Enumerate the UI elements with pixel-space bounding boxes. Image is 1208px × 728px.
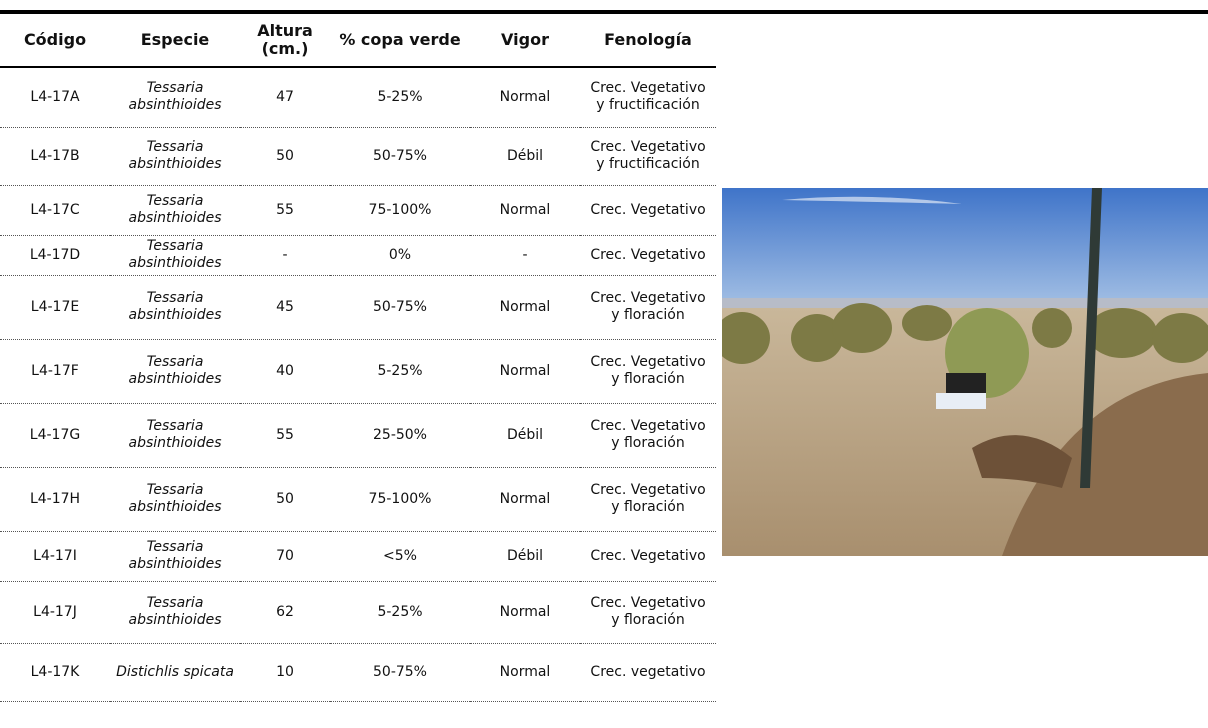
table-cell: Normal [470, 275, 580, 339]
table-cell: L4-17K [0, 643, 110, 701]
table-cell: L4-17A [0, 67, 110, 127]
table-cell: 25-50% [330, 403, 470, 467]
table-cell: L4-17G [0, 403, 110, 467]
table-cell: Crec. Vegetativo y floración [580, 339, 716, 403]
column-header: Código [0, 14, 110, 67]
table-cell: 50-75% [330, 127, 470, 185]
table-cell: L4-17B [0, 127, 110, 185]
table-cell: Crec. Vegetativo y floración [580, 467, 716, 531]
table-cell: 70 [240, 531, 330, 581]
table-cell: 0% [330, 235, 470, 275]
table-cell: L4-17J [0, 581, 110, 643]
column-header: Especie [110, 14, 240, 67]
table-cell: Crec. vegetativo [580, 643, 716, 701]
table-cell: Tessaria absinthioides [110, 531, 240, 581]
table-cell: - [470, 235, 580, 275]
table-cell: Crec. Vegetativo y floración [580, 275, 716, 339]
table-cell: 47 [240, 67, 330, 127]
table-cell: Tessaria absinthioides [110, 275, 240, 339]
table-cell: Tessaria absinthioides [110, 127, 240, 185]
table-cell: L4-17H [0, 467, 110, 531]
table-cell: Normal [470, 581, 580, 643]
table-cell: Distichlis spicata [110, 643, 240, 701]
table-cell: 50-75% [330, 275, 470, 339]
table-cell: - [240, 235, 330, 275]
column-header: Fenología [580, 14, 716, 67]
table-cell: Normal [470, 643, 580, 701]
table-cell: 50-75% [330, 643, 470, 701]
table-cell: 55 [240, 185, 330, 235]
table-cell: 62 [240, 581, 330, 643]
table-cell: Débil [470, 127, 580, 185]
table-cell: 5-25% [330, 67, 470, 127]
table-cell: Normal [470, 185, 580, 235]
photo [722, 188, 1208, 556]
table-cell: L4-17C [0, 185, 110, 235]
table-cell: Tessaria absinthioides [110, 403, 240, 467]
column-header: % copa verde [330, 14, 470, 67]
table-cell: 40 [240, 339, 330, 403]
table-cell: Tessaria absinthioides [110, 235, 240, 275]
table-cell: L4-17E [0, 275, 110, 339]
table-cell: 5-25% [330, 339, 470, 403]
table-cell: Crec. Vegetativo [580, 235, 716, 275]
table-cell: Tessaria absinthioides [110, 67, 240, 127]
page: {"table": { "header": ["Código", "Especi… [0, 0, 1208, 728]
table-cell: 75-100% [330, 185, 470, 235]
table-cell: Tessaria absinthioides [110, 339, 240, 403]
table-cell: L4-17F [0, 339, 110, 403]
table-cell: Crec. Vegetativo y floración [580, 403, 716, 467]
table-cell: L4-17D [0, 235, 110, 275]
table-cell: Normal [470, 67, 580, 127]
table-cell: Normal [470, 339, 580, 403]
table-cell: 55 [240, 403, 330, 467]
table-cell: Crec. Vegetativo [580, 185, 716, 235]
column-header: Altura (cm.) [240, 14, 330, 67]
table-cell: <5% [330, 531, 470, 581]
table-cell: 10 [240, 643, 330, 701]
table-cell: 75-100% [330, 467, 470, 531]
table-cell: Crec. Vegetativo y fructificación [580, 127, 716, 185]
table-cell: Tessaria absinthioides [110, 185, 240, 235]
table-cell: Débil [470, 403, 580, 467]
table-cell: 45 [240, 275, 330, 339]
table-cell: 50 [240, 467, 330, 531]
table-cell: Débil [470, 531, 580, 581]
table-cell: 50 [240, 127, 330, 185]
table-cell: Normal [470, 467, 580, 531]
table-cell: Tessaria absinthioides [110, 467, 240, 531]
table-cell: Crec. Vegetativo y fructificación [580, 67, 716, 127]
table-cell: 5-25% [330, 581, 470, 643]
column-header: Vigor [470, 14, 580, 67]
table-cell: L4-17I [0, 531, 110, 581]
table-cell: Crec. Vegetativo [580, 531, 716, 581]
table-cell: Crec. Vegetativo y floración [580, 581, 716, 643]
table-cell: Tessaria absinthioides [110, 581, 240, 643]
